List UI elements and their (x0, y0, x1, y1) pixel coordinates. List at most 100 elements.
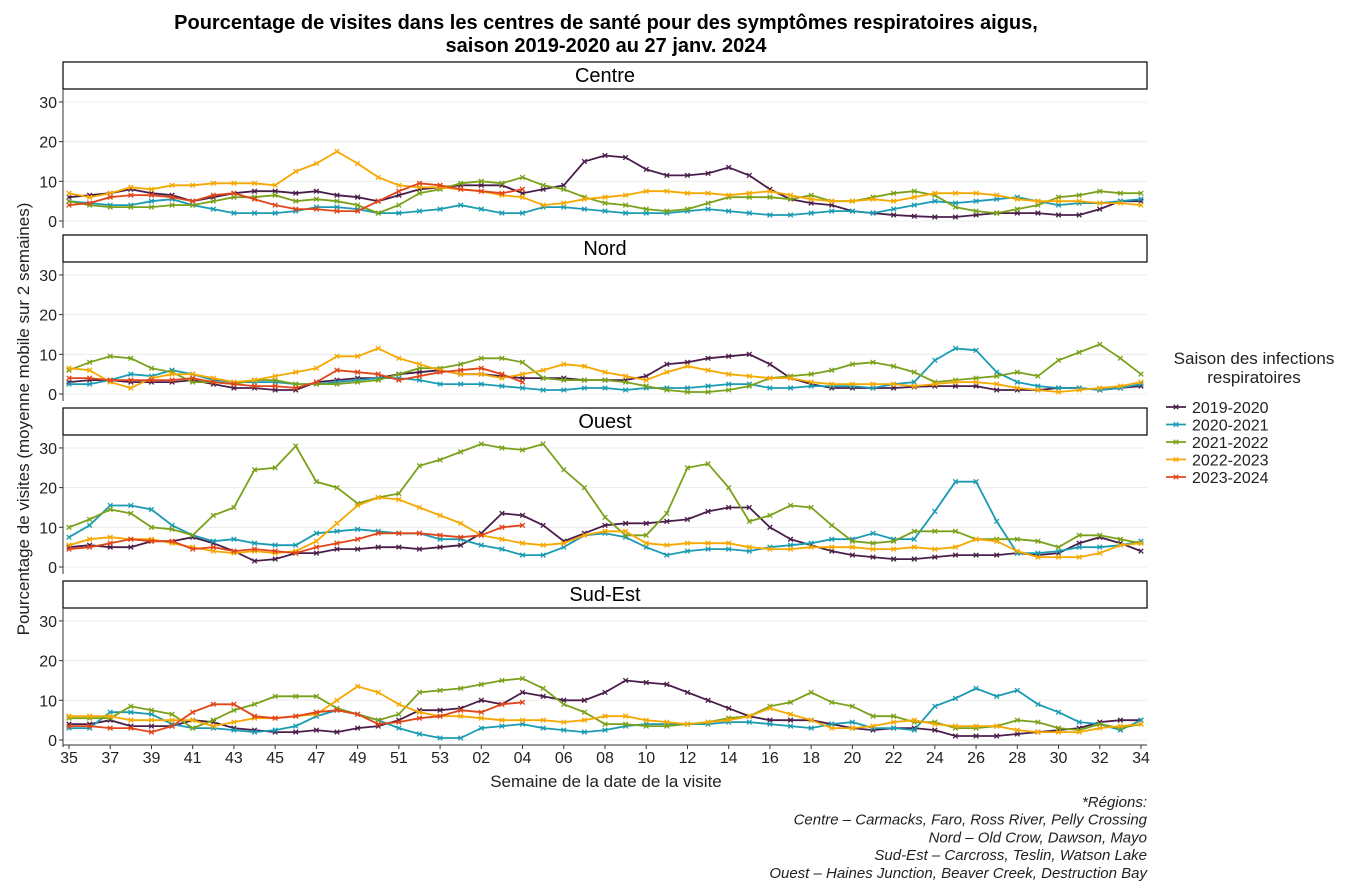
data-point (1035, 729, 1041, 735)
data-point (189, 198, 196, 204)
data-point (293, 443, 299, 449)
data-point (396, 182, 402, 189)
x-tick-label: 24 (926, 750, 944, 767)
data-point (746, 719, 753, 725)
data-point (189, 709, 196, 715)
data-point (457, 361, 464, 367)
data-point (870, 359, 876, 366)
data-point (622, 721, 629, 727)
data-point (210, 206, 217, 212)
data-point (725, 387, 732, 393)
y-tick-label: 20 (39, 308, 57, 325)
data-point (334, 148, 340, 155)
data-point (561, 719, 567, 725)
data-point (705, 190, 711, 196)
x-tick-label: 20 (843, 750, 861, 767)
data-point (478, 206, 485, 212)
data-point (169, 194, 175, 200)
data-point (540, 387, 546, 393)
data-point (664, 510, 670, 517)
data-point (354, 208, 361, 214)
data-point (293, 713, 299, 719)
facet-strip (62, 61, 1148, 90)
data-point (519, 359, 526, 366)
data-point (251, 729, 258, 735)
x-tick-label: 51 (390, 750, 408, 767)
data-point (334, 484, 340, 491)
data-point (581, 697, 588, 704)
data-point (272, 693, 278, 700)
facet-label: Sud-Est (569, 584, 641, 606)
data-point (231, 536, 237, 542)
data-point (107, 506, 113, 513)
data-point (354, 683, 361, 690)
data-point (684, 206, 691, 212)
data-point (973, 536, 979, 542)
data-point (210, 723, 217, 729)
data-point (890, 713, 897, 719)
data-point (808, 725, 814, 731)
data-point (581, 484, 588, 491)
data-point (148, 192, 155, 198)
data-point (1014, 717, 1021, 723)
data-point (66, 375, 72, 381)
data-point (540, 202, 546, 208)
data-point (519, 379, 526, 385)
data-point (293, 385, 299, 391)
data-point (911, 536, 917, 542)
data-point (519, 675, 526, 682)
data-point (684, 721, 691, 727)
facet-sud-est: Sud-Est 0 10 20 30 (39, 580, 1148, 750)
data-point (911, 369, 917, 375)
data-point (231, 180, 237, 187)
data-point (746, 504, 753, 511)
data-point (581, 158, 588, 165)
data-point (519, 717, 526, 723)
data-point (870, 381, 876, 387)
data-point (1138, 190, 1144, 196)
data-point (602, 200, 608, 206)
data-point (148, 377, 155, 383)
data-point (457, 186, 464, 193)
data-point (437, 544, 443, 550)
data-point (849, 381, 856, 387)
data-point (643, 717, 649, 723)
data-point (354, 194, 361, 200)
data-point (334, 198, 340, 204)
data-point (932, 214, 938, 220)
data-point (251, 210, 258, 216)
data-point (870, 530, 876, 537)
data-point (313, 206, 320, 212)
y-tick-label: 10 (39, 693, 57, 710)
data-point (1035, 387, 1041, 393)
data-point (396, 188, 402, 194)
data-point (705, 719, 711, 725)
data-point (622, 387, 629, 393)
data-point (911, 188, 917, 194)
data-point (1076, 198, 1082, 204)
data-point (973, 190, 979, 196)
data-point (540, 685, 546, 692)
data-point (210, 180, 217, 187)
data-point (354, 369, 361, 375)
data-point (1055, 357, 1062, 364)
data-point (86, 544, 93, 550)
data-point (437, 713, 443, 719)
x-tick-label: 43 (225, 750, 243, 767)
data-point (251, 701, 258, 708)
data-point (396, 490, 402, 497)
data-point (437, 735, 443, 741)
data-point (251, 180, 258, 187)
data-point (829, 381, 835, 387)
data-point (725, 381, 732, 387)
data-point (829, 208, 835, 214)
data-point (746, 383, 753, 389)
data-point (457, 534, 464, 540)
data-point (457, 542, 464, 548)
data-point (231, 210, 237, 216)
data-point (354, 725, 361, 731)
data-point (849, 719, 856, 725)
data-point (581, 363, 588, 369)
data-point (1035, 701, 1041, 708)
data-point (272, 548, 278, 554)
